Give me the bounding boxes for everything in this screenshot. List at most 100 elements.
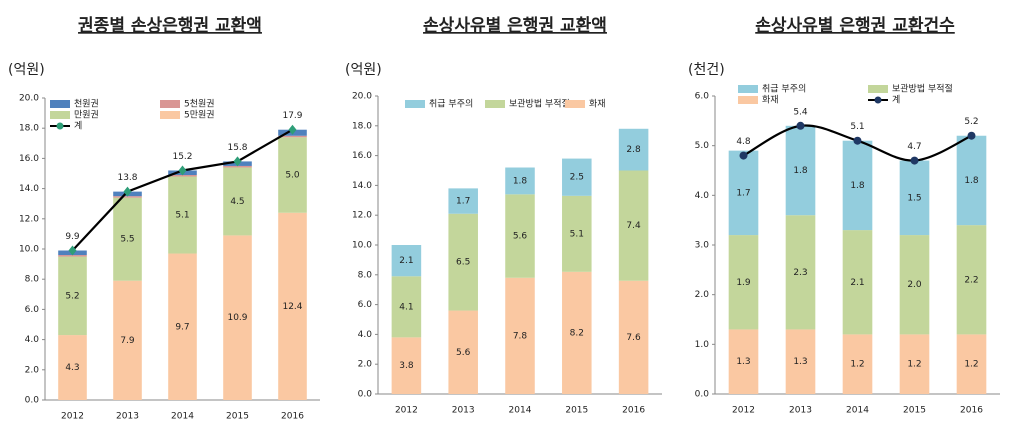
- legend-swatch: [565, 100, 585, 108]
- bar-segment: [956, 334, 987, 394]
- legend-label: 만원권: [74, 109, 99, 121]
- data-label: 5.1: [570, 229, 584, 239]
- y-tick-label: 8.0: [25, 275, 40, 285]
- bar-segment: [58, 255, 87, 257]
- legend-swatch: [50, 100, 70, 108]
- data-label: 7.8: [513, 331, 528, 341]
- y-tick-label: 8.0: [358, 270, 373, 280]
- x-tick-label: 2012: [732, 406, 755, 416]
- bar-segment: [956, 225, 987, 335]
- x-tick-label: 2014: [846, 406, 869, 416]
- bar-segment: [58, 335, 87, 400]
- line-marker: [739, 151, 748, 160]
- legend-swatch: [160, 100, 180, 108]
- bar-segment: [391, 276, 422, 338]
- legend-label: 계: [892, 94, 900, 106]
- bar-segment: [113, 196, 142, 198]
- y-tick-label: 4.0: [695, 191, 710, 201]
- y-tick-label: 10.0: [19, 245, 39, 255]
- line-marker: [288, 124, 297, 135]
- data-label: 1.9: [736, 278, 751, 288]
- bar-segment: [505, 167, 535, 195]
- x-tick-label: 2013: [452, 406, 475, 416]
- data-label: 2.0: [907, 280, 922, 290]
- data-label: 1.5: [907, 193, 921, 203]
- legend-label: 화재: [762, 95, 779, 106]
- bar-segment: [842, 334, 873, 394]
- data-label: 1.2: [850, 360, 864, 370]
- legend-marker: [56, 122, 64, 130]
- data-label: 4.5: [230, 197, 244, 207]
- bar-segment: [562, 158, 592, 196]
- y-tick-label: 2.0: [358, 360, 373, 370]
- bar-segment: [728, 235, 759, 330]
- x-tick-label: 2013: [116, 412, 139, 422]
- legend-swatch: [50, 111, 70, 119]
- legend-label: 보관방법 부적절: [509, 98, 570, 110]
- line-marker: [68, 245, 77, 256]
- data-label: 12.4: [282, 302, 302, 312]
- bar-segment: [728, 329, 759, 394]
- data-label: 2.1: [850, 278, 864, 288]
- bar-segment: [278, 212, 307, 400]
- bar-segment: [618, 128, 649, 171]
- data-label: 1.3: [736, 357, 750, 367]
- legend-swatch: [160, 111, 180, 119]
- data-label: 1.2: [964, 360, 978, 370]
- bar-segment: [223, 167, 252, 236]
- y-tick-label: 2.0: [695, 290, 710, 300]
- line-marker: [967, 131, 976, 140]
- legend-label: 취급 부주의: [429, 99, 473, 110]
- y-tick-label: 12.0: [19, 214, 39, 224]
- y-tick-label: 6.0: [25, 305, 40, 315]
- legend-swatch: [405, 100, 425, 108]
- data-label: 1.2: [907, 360, 921, 370]
- y-axis-unit: (억원): [8, 62, 45, 78]
- bar-segment: [113, 197, 142, 281]
- y-tick-label: 6.0: [358, 300, 373, 310]
- y-tick-label: 12.0: [352, 211, 372, 221]
- data-label: 1.8: [793, 166, 808, 176]
- x-tick-label: 2015: [565, 406, 588, 416]
- data-label: 1.3: [793, 357, 807, 367]
- x-tick-label: 2015: [226, 412, 249, 422]
- x-tick-label: 2013: [789, 406, 812, 416]
- data-label: 8.2: [570, 328, 584, 338]
- bar-segment: [842, 140, 873, 231]
- bar-segment: [618, 170, 649, 281]
- data-label: 1.8: [513, 176, 528, 186]
- x-tick-label: 2016: [622, 406, 645, 416]
- data-label: 6.5: [456, 258, 470, 268]
- data-label: 5.1: [175, 211, 189, 221]
- y-tick-label: 14.0: [352, 181, 372, 191]
- bar-segment: [278, 135, 307, 138]
- bar-segment: [448, 188, 478, 214]
- bar-segment: [505, 194, 535, 278]
- y-tick-label: 5.0: [695, 141, 710, 151]
- bar-segment: [391, 337, 422, 394]
- y-tick-label: 18.0: [19, 124, 39, 134]
- line-marker: [123, 186, 132, 197]
- bar-segment: [785, 329, 816, 394]
- data-label: 5.6: [513, 232, 528, 242]
- data-label: 1.7: [736, 188, 750, 198]
- bar-segment: [223, 235, 252, 400]
- y-tick-label: 3.0: [695, 241, 710, 251]
- data-label: 2.3: [793, 268, 807, 278]
- chart-title: 손상사유별 은행권 교환액: [423, 16, 607, 36]
- bar-segment: [618, 280, 649, 394]
- x-tick-label: 2012: [395, 406, 418, 416]
- y-tick-label: 20.0: [19, 94, 39, 104]
- bar-segment: [562, 271, 592, 394]
- y-tick-label: 0.0: [25, 396, 40, 406]
- data-label: 2.2: [964, 275, 978, 285]
- data-label: 7.9: [120, 336, 135, 346]
- data-label: 3.8: [399, 361, 414, 371]
- data-label: 13.8: [117, 173, 137, 183]
- chart-title: 손상사유별 은행권 교환건수: [755, 16, 955, 36]
- bar-segment: [505, 277, 535, 394]
- data-label: 5.5: [120, 235, 134, 245]
- legend-swatch: [738, 96, 758, 104]
- y-tick-label: 20.0: [352, 92, 372, 102]
